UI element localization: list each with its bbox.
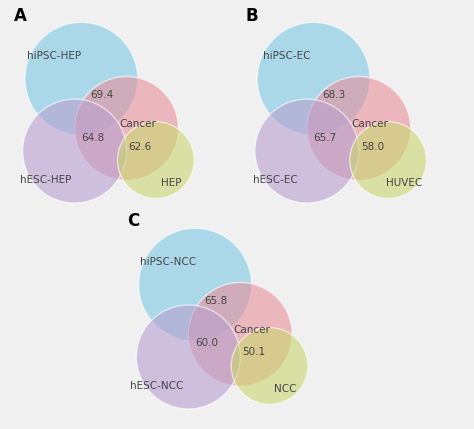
Text: 65.7: 65.7 xyxy=(313,133,337,142)
Circle shape xyxy=(25,22,138,135)
Circle shape xyxy=(118,122,194,199)
Text: 64.8: 64.8 xyxy=(81,133,104,142)
Text: NCC: NCC xyxy=(274,384,297,393)
Circle shape xyxy=(23,99,127,203)
Text: hESC-EC: hESC-EC xyxy=(253,175,298,185)
Text: A: A xyxy=(14,6,27,24)
Text: 50.1: 50.1 xyxy=(242,347,265,357)
Circle shape xyxy=(257,22,370,135)
Text: hiPSC-NCC: hiPSC-NCC xyxy=(140,257,196,267)
Text: hESC-HEP: hESC-HEP xyxy=(19,175,71,185)
Text: 58.0: 58.0 xyxy=(361,142,384,151)
Text: HUVEC: HUVEC xyxy=(386,178,422,187)
Circle shape xyxy=(188,282,292,387)
Circle shape xyxy=(307,76,410,181)
Text: 65.8: 65.8 xyxy=(204,296,227,305)
Circle shape xyxy=(231,328,308,405)
Circle shape xyxy=(137,305,240,409)
Text: Cancer: Cancer xyxy=(119,119,156,129)
Circle shape xyxy=(255,99,359,203)
Circle shape xyxy=(74,76,178,181)
Text: 69.4: 69.4 xyxy=(90,90,113,100)
Text: hiPSC-EC: hiPSC-EC xyxy=(263,51,310,61)
Text: 60.0: 60.0 xyxy=(195,338,218,348)
Circle shape xyxy=(139,228,252,341)
Text: Cancer: Cancer xyxy=(233,325,270,335)
Text: hESC-NCC: hESC-NCC xyxy=(130,381,183,391)
Text: hiPSC-HEP: hiPSC-HEP xyxy=(27,51,82,61)
Circle shape xyxy=(350,122,427,199)
Text: 62.6: 62.6 xyxy=(128,142,152,151)
Text: C: C xyxy=(128,212,140,230)
Text: B: B xyxy=(246,6,258,24)
Text: 68.3: 68.3 xyxy=(322,90,346,100)
Text: Cancer: Cancer xyxy=(352,119,389,129)
Text: HEP: HEP xyxy=(162,178,182,187)
